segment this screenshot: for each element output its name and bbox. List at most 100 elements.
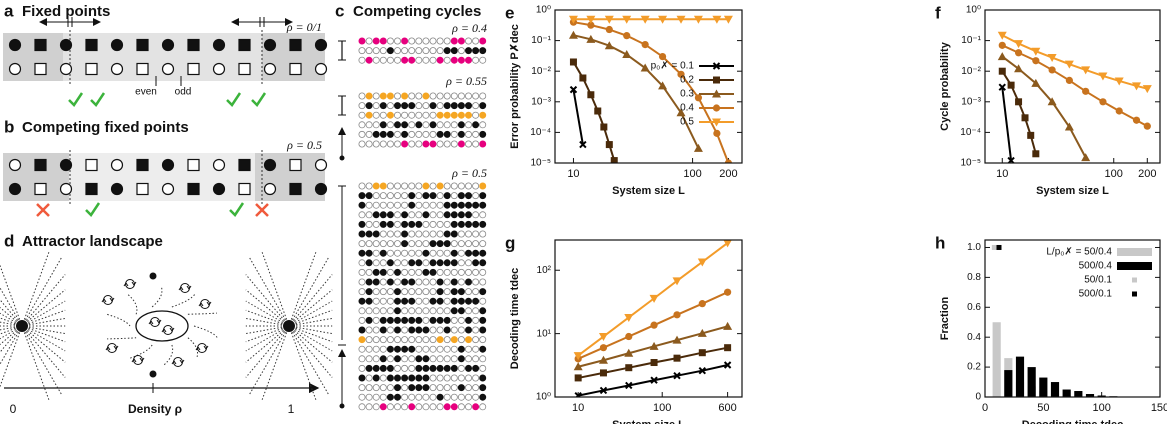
site-square bbox=[238, 158, 251, 172]
site-circle bbox=[263, 62, 277, 76]
flow-ray bbox=[288, 325, 329, 395]
marker bbox=[1021, 114, 1029, 122]
cell bbox=[443, 326, 451, 334]
flow-ray bbox=[288, 325, 333, 378]
cell bbox=[408, 355, 416, 363]
legend-swatch bbox=[1117, 262, 1152, 270]
cell bbox=[443, 393, 451, 401]
flow-ray bbox=[21, 325, 50, 400]
cell bbox=[429, 211, 437, 219]
cell bbox=[372, 297, 380, 305]
flow-ray bbox=[0, 306, 23, 327]
cell bbox=[401, 403, 409, 411]
cell bbox=[464, 130, 472, 138]
density-label: ρ = 0.5 bbox=[286, 138, 322, 152]
cell bbox=[379, 130, 387, 138]
cell bbox=[472, 355, 480, 363]
cell bbox=[472, 56, 480, 64]
fixed-point bbox=[149, 370, 157, 378]
cell bbox=[450, 403, 458, 411]
cell bbox=[393, 47, 401, 55]
marker bbox=[1114, 77, 1124, 86]
y-tick-label: 10⁻¹ bbox=[961, 35, 981, 46]
y-tick-label: 10¹ bbox=[537, 328, 552, 339]
cell bbox=[379, 121, 387, 129]
cell bbox=[365, 326, 373, 334]
bar bbox=[1050, 382, 1060, 397]
cell bbox=[365, 92, 373, 100]
cell bbox=[386, 355, 394, 363]
cell bbox=[379, 278, 387, 286]
series-line bbox=[1001, 55, 1087, 159]
flow-ray bbox=[288, 300, 333, 327]
cell bbox=[443, 364, 451, 372]
cell bbox=[457, 384, 465, 392]
x-tick-label: 150 bbox=[1151, 402, 1167, 414]
site-square bbox=[85, 62, 98, 76]
site-square bbox=[187, 62, 200, 76]
flow-ray bbox=[0, 299, 23, 327]
cross-mark bbox=[255, 203, 269, 217]
marker bbox=[1064, 122, 1074, 131]
flow-ray bbox=[245, 300, 290, 327]
y-axis-label: Decoding time tdec bbox=[509, 268, 521, 369]
marker bbox=[574, 374, 582, 382]
cell bbox=[429, 307, 437, 315]
cell bbox=[436, 393, 444, 401]
cell bbox=[401, 201, 409, 209]
cell bbox=[393, 102, 401, 110]
cell bbox=[464, 393, 472, 401]
cell bbox=[429, 201, 437, 209]
cell bbox=[472, 288, 480, 296]
legend-label: 0.5 bbox=[680, 117, 694, 128]
spin-arrow bbox=[123, 281, 137, 287]
marker bbox=[579, 140, 587, 149]
cell bbox=[479, 288, 487, 296]
marker bbox=[587, 91, 595, 99]
cell bbox=[401, 268, 409, 276]
legend-label: 0.3 bbox=[680, 89, 694, 100]
panel-a: a Fixed points ρ = 0/1 even odd bbox=[3, 1, 328, 107]
cell bbox=[443, 121, 451, 129]
cell bbox=[479, 297, 487, 305]
cell bbox=[401, 259, 409, 267]
cell bbox=[358, 393, 366, 401]
cell bbox=[457, 297, 465, 305]
cell bbox=[393, 278, 401, 286]
cell bbox=[422, 102, 430, 110]
legend-swatch bbox=[1132, 291, 1137, 297]
cell bbox=[436, 182, 444, 190]
y-tick-label: 10⁻⁵ bbox=[530, 158, 551, 169]
flow-ray bbox=[0, 325, 23, 340]
site-circle bbox=[59, 62, 73, 76]
cell bbox=[457, 47, 465, 55]
cell bbox=[479, 240, 487, 248]
cell bbox=[429, 56, 437, 64]
site-circle bbox=[8, 62, 22, 76]
point bbox=[991, 244, 997, 250]
cell bbox=[358, 111, 366, 119]
plot-frame bbox=[984, 9, 1161, 164]
cell bbox=[386, 111, 394, 119]
cell bbox=[422, 130, 430, 138]
cell bbox=[422, 249, 430, 257]
cell bbox=[386, 288, 394, 296]
cell bbox=[401, 240, 409, 248]
marker bbox=[697, 258, 707, 267]
bar bbox=[1039, 377, 1048, 397]
panel-label: a bbox=[4, 1, 14, 20]
cell bbox=[358, 307, 366, 315]
y-tick-label: 0.8 bbox=[967, 272, 981, 283]
marker bbox=[1098, 72, 1108, 81]
marker bbox=[1115, 107, 1123, 115]
site-square bbox=[187, 182, 200, 196]
cell bbox=[358, 102, 366, 110]
site-square bbox=[85, 158, 98, 172]
cell bbox=[436, 47, 444, 55]
cell bbox=[429, 102, 437, 110]
cell bbox=[464, 364, 472, 372]
y-tick-label: 10⁻⁴ bbox=[960, 127, 981, 138]
panel-title: Competing fixed points bbox=[22, 119, 189, 136]
cell bbox=[365, 140, 373, 148]
spin-arrow bbox=[198, 301, 212, 307]
